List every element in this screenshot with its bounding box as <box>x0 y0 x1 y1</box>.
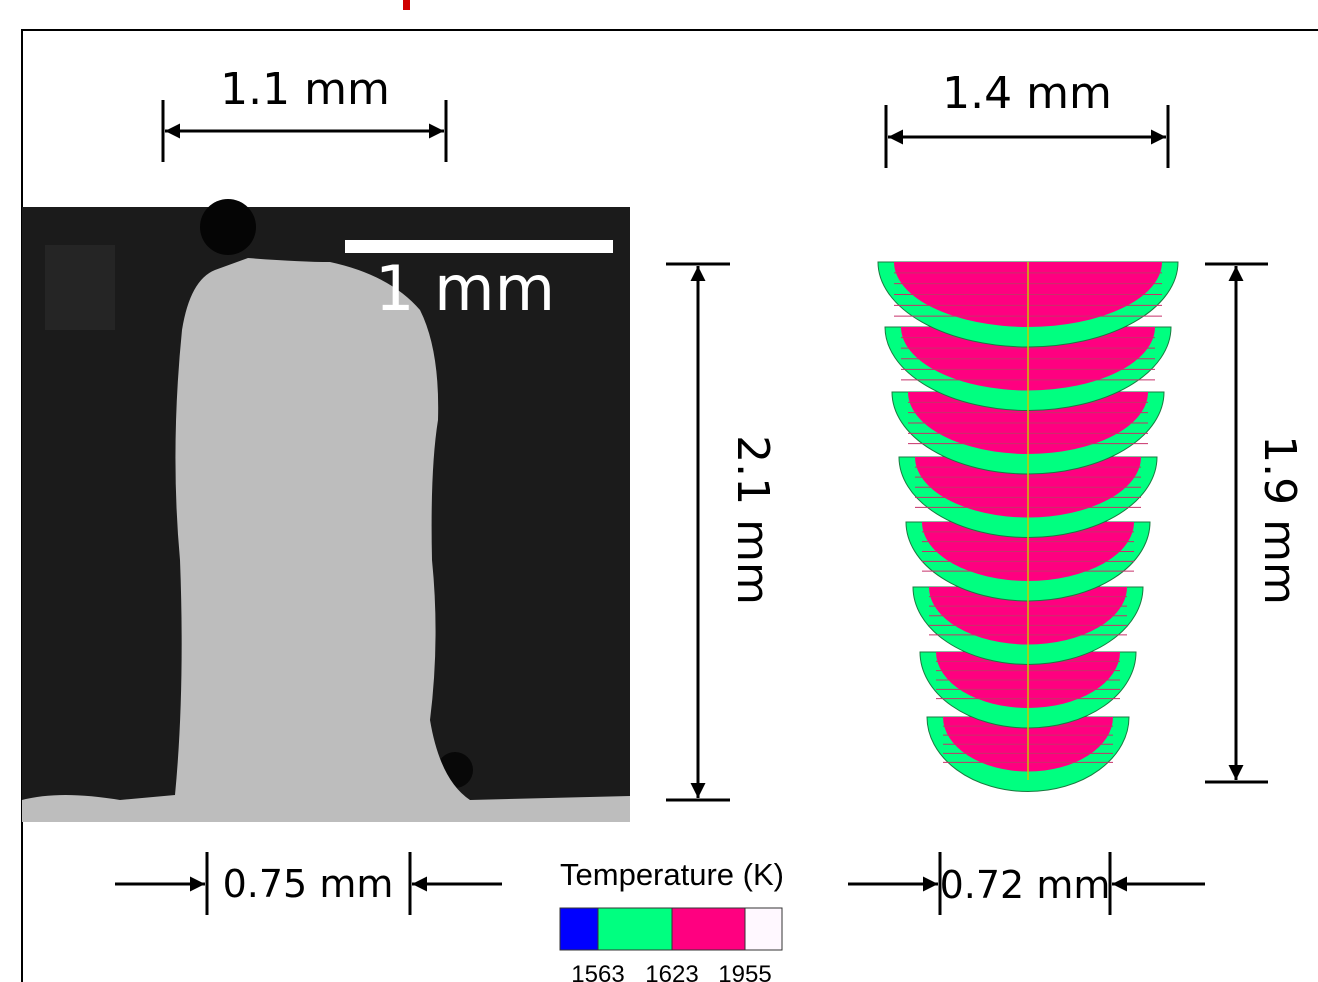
legend-swatch <box>745 908 782 950</box>
width-label: 1.1 mm <box>220 64 390 115</box>
legend-tick-label: 1955 <box>718 961 771 982</box>
legend-swatch <box>560 908 598 950</box>
pore <box>200 199 256 255</box>
legend-tick-label: 1563 <box>571 961 624 982</box>
legend-swatch <box>672 908 745 950</box>
base-label: 0.75 mm <box>223 862 394 906</box>
legend: 1563 1623 1955 <box>560 908 782 982</box>
base-label: 0.72 mm <box>940 863 1111 907</box>
legend-swatch <box>598 908 672 950</box>
height-label: 2.1 mm <box>727 435 778 605</box>
red-mark <box>403 0 410 10</box>
scale-bar-label: 1 mm <box>375 252 555 325</box>
micrograph-patch <box>45 245 115 330</box>
simulation <box>878 262 1178 792</box>
legend-title: Temperature (K) <box>560 857 784 892</box>
height-label: 1.9 mm <box>1254 435 1305 605</box>
legend-tick-label: 1623 <box>645 961 698 982</box>
width-label: 1.4 mm <box>942 68 1112 119</box>
figure: 1.1 mm 1 mm 2.1 mm 0.75 mm 1.4 mm 1.9 mm… <box>0 0 1318 982</box>
